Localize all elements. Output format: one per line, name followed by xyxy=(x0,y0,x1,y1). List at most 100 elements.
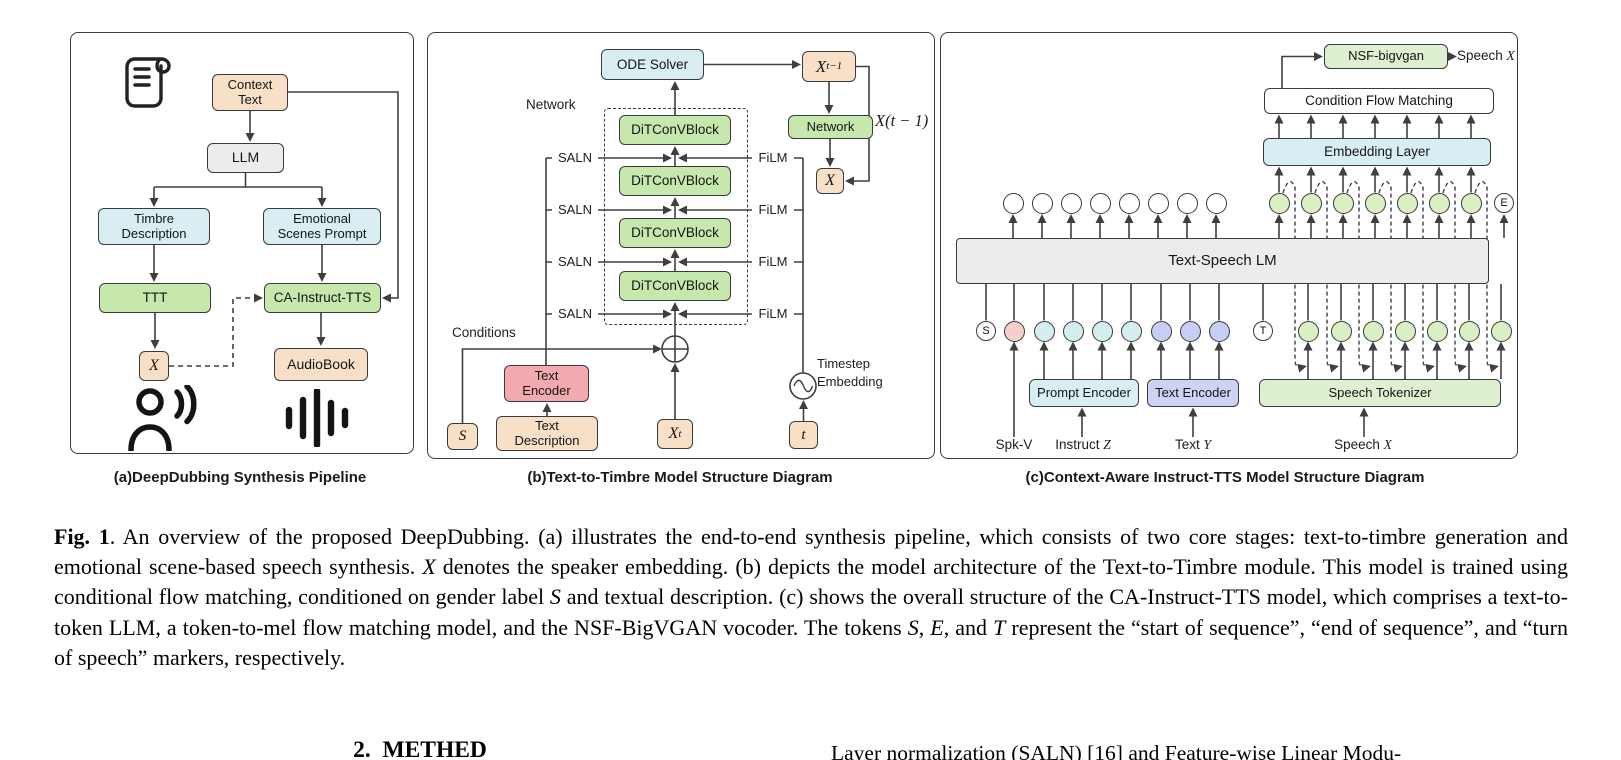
caption-segment: S xyxy=(549,584,561,610)
node-ditconvblock-3: DiTConVBlock xyxy=(619,218,731,248)
node-label: Network xyxy=(806,118,855,134)
math-main: X xyxy=(668,425,679,443)
math-sub: t−1 xyxy=(826,60,843,72)
film-label-1: FiLM xyxy=(752,150,794,166)
node-label: Text Description xyxy=(514,417,580,448)
sum-node-icon xyxy=(661,335,689,363)
node-label: Embedding Layer xyxy=(1324,144,1430,160)
node-text-encoder: Text Encoder xyxy=(504,365,589,402)
node-ca-instruct-tts: CA-Instruct-TTS xyxy=(264,283,381,313)
math-main: X xyxy=(815,56,827,76)
caption-segment: X xyxy=(422,554,436,580)
token-circle-white xyxy=(1060,192,1082,214)
panel-b-caption: (b)Text-to-Timbre Model Structure Diagra… xyxy=(527,469,833,486)
scroll-icon xyxy=(125,57,171,108)
token-circle-white xyxy=(1147,192,1169,214)
node-text-description: Text Description xyxy=(496,416,598,451)
node-text-encoder-c: Text Encoder xyxy=(1147,379,1239,407)
node-ttt: TTT xyxy=(99,283,211,313)
node-ode-solver: ODE Solver xyxy=(601,49,704,80)
caption-segment: T xyxy=(993,614,1006,640)
spk-v-label: Spk-V xyxy=(995,437,1033,452)
speech-output-label: Speech X xyxy=(1457,48,1515,64)
token-circle-purple xyxy=(1179,320,1201,342)
token-circle-green xyxy=(1297,320,1319,342)
caption-segment: , and xyxy=(943,614,994,640)
token-circle-green xyxy=(1460,192,1482,214)
caption-segment: Fig. 1 xyxy=(54,524,110,549)
section-heading: 2. METHED xyxy=(353,737,487,760)
token-circle-green xyxy=(1426,320,1448,342)
node-condition-flow-matching: Condition Flow Matching xyxy=(1264,88,1494,114)
caption-segment: E xyxy=(930,614,944,640)
node-label: DiTConVBlock xyxy=(631,278,719,294)
token-circle-cyan xyxy=(1091,320,1113,342)
token-circle-green xyxy=(1332,192,1354,214)
node-ditconvblock-4: DiTConVBlock xyxy=(619,271,731,301)
saln-label-1: SALN xyxy=(552,150,598,166)
token-circle-green xyxy=(1458,320,1480,342)
film-label-4: FiLM xyxy=(752,306,794,322)
caption-segment: represent the “start of sequence”, “end … xyxy=(54,614,1568,670)
film-label-3: FiLM xyxy=(752,254,794,270)
node-ditconvblock-1: DiTConVBlock xyxy=(619,115,731,145)
panel-a-wires xyxy=(149,91,399,367)
node-label: Text Encoder xyxy=(522,367,571,398)
panel-a-pipeline: Context Text LLM Timbre Description Emot… xyxy=(70,32,414,454)
panel-c-ca-instruct-tts: NSF-bigvgan Speech X Condition Flow Matc… xyxy=(940,32,1518,459)
node-label: X xyxy=(825,172,835,190)
panel-c-caption: (c)Context-Aware Instruct-TTS Model Stru… xyxy=(1025,469,1425,486)
node-embedding-layer: Embedding Layer xyxy=(1263,138,1491,166)
token-circle-white xyxy=(1031,192,1053,214)
node-label: NSF-bigvgan xyxy=(1348,48,1424,64)
person-speaking-icon xyxy=(128,385,197,451)
node-label: Text Encoder xyxy=(1155,384,1231,400)
start-marker-circle: S xyxy=(976,321,996,341)
node-label: Prompt Encoder xyxy=(1037,384,1131,400)
node-label: DiTConVBlock xyxy=(631,122,719,138)
label-math: Y xyxy=(1203,437,1212,452)
text-y-label: Text Y xyxy=(1159,437,1227,453)
node-label: Speech Tokenizer xyxy=(1328,384,1432,400)
token-circle-white xyxy=(1118,192,1140,214)
node-context-text: Context Text xyxy=(212,74,288,111)
label-text: Text xyxy=(1174,437,1204,452)
token-circle-purple xyxy=(1208,320,1230,342)
network-group-label: Network xyxy=(526,97,576,112)
network-dashed-container xyxy=(604,108,748,325)
token-circle-white xyxy=(1089,192,1111,214)
timestep-embedding-label: Timestep Embedding xyxy=(817,356,883,389)
speech-x-label: Speech X xyxy=(1325,437,1401,453)
label-math: X xyxy=(1506,48,1515,63)
token-circle-white xyxy=(1002,192,1024,214)
node-llm: LLM xyxy=(207,143,284,173)
token-circle-pink xyxy=(1003,320,1025,342)
node-prompt-encoder: Prompt Encoder xyxy=(1029,379,1139,407)
film-label-2: FiLM xyxy=(752,202,794,218)
token-circle-white xyxy=(1176,192,1198,214)
node-label: t xyxy=(801,426,806,443)
node-timestep-t: t xyxy=(789,421,818,449)
panel-a-caption: (a)DeepDubbing Synthesis Pipeline xyxy=(113,469,367,486)
label-text: Speech xyxy=(1334,437,1384,452)
timestep-embedding-icon xyxy=(789,372,817,400)
saln-label-4: SALN xyxy=(552,306,598,322)
body-text-right-column: Layer normalization (SALN) [16] and Feat… xyxy=(831,741,1402,760)
node-label: Timbre Description xyxy=(121,210,187,241)
node-label: ODE Solver xyxy=(616,56,689,72)
node-label: AudioBook xyxy=(287,355,355,372)
figure-caption: Fig. 1. An overview of the proposed Deep… xyxy=(54,522,1568,673)
node-label: DiTConVBlock xyxy=(631,225,719,241)
caption-segment: S xyxy=(907,614,919,640)
saln-label-2: SALN xyxy=(552,202,598,218)
token-circle-green xyxy=(1364,192,1386,214)
turn-marker-circle: T xyxy=(1253,321,1273,341)
node-emotional-scenes-prompt: Emotional Scenes Prompt xyxy=(263,208,381,245)
node-speaker-embedding-x: X xyxy=(139,351,169,381)
node-label: Emotional Scenes Prompt xyxy=(277,210,367,241)
token-circle-cyan xyxy=(1062,320,1084,342)
token-circle-cyan xyxy=(1033,320,1055,342)
